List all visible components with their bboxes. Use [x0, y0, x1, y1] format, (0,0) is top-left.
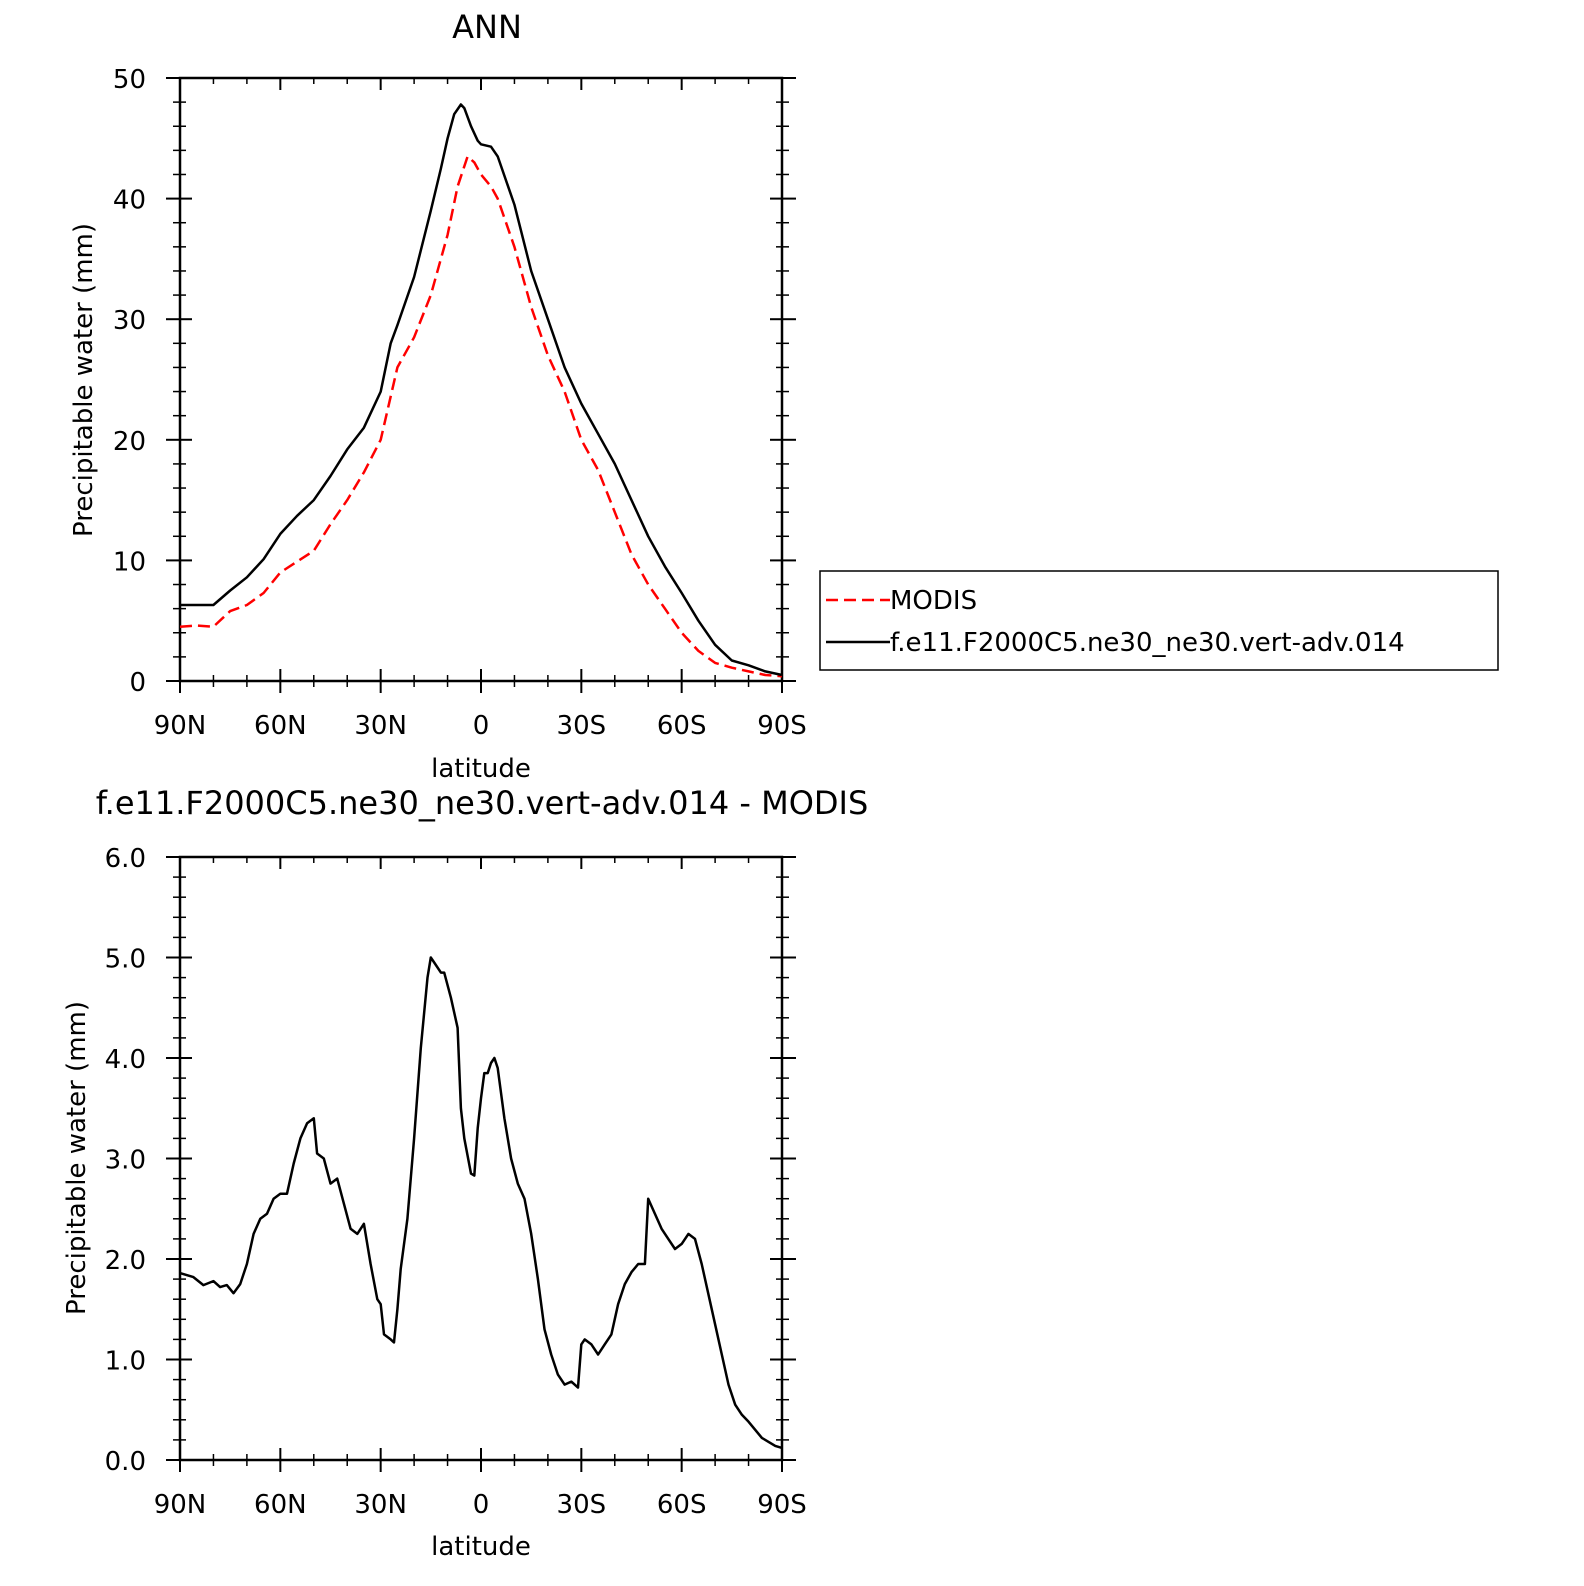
- bottom-x-axis-label: latitude: [431, 1532, 531, 1562]
- top-series-line-0: [179, 155, 783, 678]
- bottom-y-tick-label: 1.0: [105, 1347, 146, 1377]
- top-y-tick-label: 20: [113, 427, 146, 457]
- bottom-x-tick-label: 30S: [557, 1490, 607, 1520]
- top-series-line-1: [180, 103, 783, 677]
- top-panel: ANN 90N 60N 30N 0 30S 60S 90S 0 10 20 30 40 50 latit…: [69, 8, 807, 784]
- top-x-tick-label: 30N: [354, 711, 407, 741]
- bottom-plot-frame: [178, 855, 784, 1462]
- top-x-tick-label: 0: [473, 711, 490, 741]
- legend: MODIS f.e11.F2000C5.ne30_ne30.vert-adv.0…: [819, 570, 1499, 671]
- top-y-tick-label: 30: [113, 306, 146, 336]
- top-x-tick-label: 90N: [154, 711, 207, 741]
- legend-label-model: f.e11.F2000C5.ne30_ne30.vert-adv.014: [890, 628, 1405, 658]
- bottom-axis-ticks: 90N 60N 30N 0 30S 60S 90S 0.0 1.0 2.0 3.0 4.0 5.0 6.0: [105, 844, 807, 1520]
- bottom-series-group: [179, 956, 783, 1450]
- top-y-tick-label: 0: [129, 668, 146, 698]
- top-x-tick-label: 60S: [657, 711, 707, 741]
- bottom-x-tick-label: 30N: [354, 1490, 407, 1520]
- top-x-tick-label: 60N: [254, 711, 307, 741]
- bottom-series-line-0: [179, 956, 783, 1450]
- bottom-y-tick-label: 3.0: [105, 1146, 146, 1176]
- legend-label-modis: MODIS: [890, 586, 977, 616]
- bottom-panel: f.e11.F2000C5.ne30_ne30.vert-adv.014 - M…: [62, 784, 868, 1562]
- top-chart-title: ANN: [452, 8, 522, 46]
- top-series-group: [179, 103, 783, 678]
- bottom-y-tick-label: 2.0: [105, 1246, 146, 1276]
- bottom-y-tick-label: 6.0: [105, 844, 146, 874]
- bottom-y-tick-label: 4.0: [105, 1045, 146, 1075]
- top-axis-ticks: 90N 60N 30N 0 30S 60S 90S 0 10 20 30 40 50: [113, 65, 807, 741]
- bottom-x-tick-label: 90N: [154, 1490, 207, 1520]
- legend-box: [819, 570, 1499, 671]
- bottom-x-tick-label: 90S: [757, 1490, 807, 1520]
- bottom-chart-title: f.e11.F2000C5.ne30_ne30.vert-adv.014 - M…: [96, 784, 869, 822]
- top-y-axis-label: Precipitable water (mm): [69, 223, 99, 537]
- bottom-x-tick-label: 60S: [657, 1490, 707, 1520]
- top-y-tick-label: 10: [113, 547, 146, 577]
- bottom-x-tick-label: 0: [473, 1490, 490, 1520]
- top-x-axis-label: latitude: [431, 754, 531, 784]
- bottom-y-axis-label: Precipitable water (mm): [62, 1001, 92, 1315]
- top-plot-frame: [178, 76, 784, 683]
- top-y-tick-label: 50: [113, 65, 146, 95]
- top-x-tick-label: 30S: [557, 711, 607, 741]
- bottom-y-tick-label: 5.0: [105, 945, 146, 975]
- top-y-tick-label: 40: [113, 186, 146, 216]
- bottom-x-tick-label: 60N: [254, 1490, 307, 1520]
- top-x-tick-label: 90S: [757, 711, 807, 741]
- bottom-y-tick-label: 0.0: [105, 1447, 146, 1477]
